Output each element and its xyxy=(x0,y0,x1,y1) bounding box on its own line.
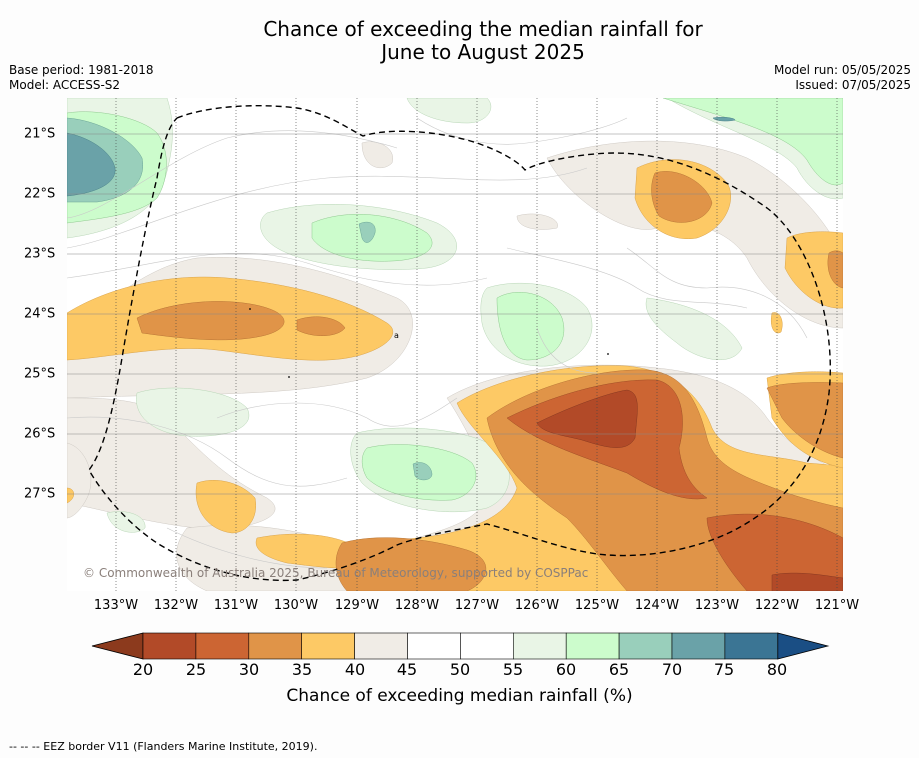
lon-label-127w: 127°W xyxy=(454,598,500,613)
colorbar-tick-45: 45 xyxy=(396,660,418,679)
colorbar-segment xyxy=(460,632,514,660)
band-70-75 xyxy=(67,116,736,197)
lon-label-124w: 124°W xyxy=(634,598,680,613)
model-run: Model run: 05/05/2025 xyxy=(773,63,911,77)
colorbar-segment xyxy=(301,632,355,660)
lon-label-121w: 121°W xyxy=(814,598,860,613)
colorbar-tick-50: 50 xyxy=(449,660,471,679)
colorbar-segment xyxy=(724,632,779,660)
colorbar-segment xyxy=(671,632,726,660)
colorbar-segment xyxy=(618,632,673,660)
title-line-1: Chance of exceeding the median rainfall … xyxy=(263,17,703,41)
colorbar-tick-25: 25 xyxy=(185,660,207,679)
lat-label-25s: 25°S xyxy=(24,366,56,382)
base-period: Base period: 1981-2018 xyxy=(9,63,154,77)
colorbar-label: Chance of exceeding median rainfall (%) xyxy=(286,686,633,706)
colorbar-segment xyxy=(565,632,620,660)
colorbar-segments xyxy=(91,632,830,660)
colorbar-segment xyxy=(248,632,303,660)
colorbar-segment xyxy=(354,632,408,660)
colorbar-tick-80: 80 xyxy=(766,660,788,679)
gridlines xyxy=(67,98,843,591)
colorbar-tick-60: 60 xyxy=(555,660,577,679)
lat-label-23s: 23°S xyxy=(24,246,56,262)
colorbar-tick-40: 40 xyxy=(344,660,366,679)
meta-right: Model run: 05/05/2025 Issued: 07/05/2025 xyxy=(774,63,911,93)
island-dot-3 xyxy=(249,308,251,310)
colorbar-tick-30: 30 xyxy=(238,660,260,679)
colorbar-tick-65: 65 xyxy=(608,660,630,679)
colorbar-tick-75: 75 xyxy=(713,660,735,679)
lon-label-129w: 129°W xyxy=(334,598,380,613)
lon-label-122w: 122°W xyxy=(754,598,800,613)
lon-label-132w: 132°W xyxy=(153,598,199,613)
map-title: Chance of exceeding the median rainfall … xyxy=(0,18,919,64)
colorbar-arrow-high xyxy=(777,632,830,660)
colorbar-tick-70: 70 xyxy=(661,660,683,679)
island-marker: a xyxy=(394,331,399,340)
lat-label-24s: 24°S xyxy=(24,306,56,322)
lon-label-131w: 131°W xyxy=(213,598,259,613)
rainfall-map: a xyxy=(67,98,843,591)
lon-label-128w: 128°W xyxy=(394,598,440,613)
lon-label-125w: 125°W xyxy=(574,598,620,613)
meta-left: Base period: 1981-2018 Model: ACCESS-S2 xyxy=(9,63,154,93)
island-dot-2 xyxy=(607,353,609,355)
title-line-2: June to August 2025 xyxy=(381,40,585,64)
lon-label-133w: 133°W xyxy=(93,598,139,613)
issued-date: Issued: 07/05/2025 xyxy=(795,78,911,92)
lon-label-130w: 130°W xyxy=(273,598,319,613)
lon-label-123w: 123°W xyxy=(694,598,740,613)
colorbar-arrow-low xyxy=(91,632,144,660)
eez-border xyxy=(88,105,831,582)
lat-label-27s: 27°S xyxy=(24,486,56,502)
colorbar-segment xyxy=(512,632,567,660)
lat-label-26s: 26°S xyxy=(24,426,56,442)
lon-label-126w: 126°W xyxy=(514,598,560,613)
colorbar xyxy=(91,632,830,660)
island-dot xyxy=(288,376,290,378)
model-name: Model: ACCESS-S2 xyxy=(9,78,121,92)
contour-lines xyxy=(67,117,808,569)
colorbar-segment xyxy=(195,632,250,660)
colorbar-segment xyxy=(142,632,197,660)
lat-label-21s: 21°S xyxy=(24,126,56,142)
colorbar-tick-55: 55 xyxy=(502,660,524,679)
colorbar-segment xyxy=(407,632,461,660)
lat-label-22s: 22°S xyxy=(24,186,56,202)
band-20-25 xyxy=(536,389,843,591)
colorbar-tick-35: 35 xyxy=(291,660,313,679)
eez-legend-footer: -- -- -- EEZ border V11 (Flanders Marine… xyxy=(9,740,318,753)
copyright-notice: © Commonwealth of Australia 2025, Bureau… xyxy=(83,566,589,580)
colorbar-tick-20: 20 xyxy=(132,660,154,679)
